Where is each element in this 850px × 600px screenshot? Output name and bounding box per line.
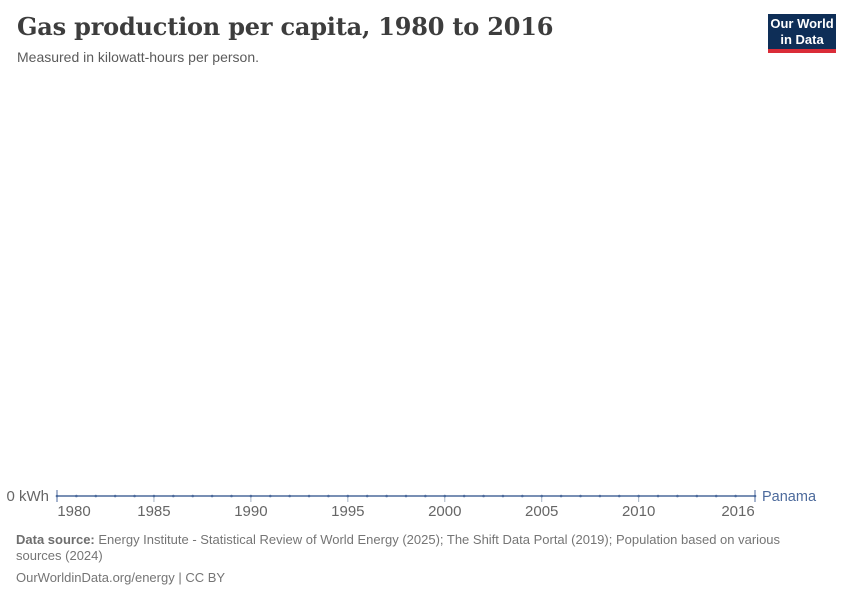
data-point <box>540 494 544 498</box>
data-point <box>656 494 660 498</box>
data-point <box>113 494 117 498</box>
chart-title: Gas production per capita, 1980 to 2016 <box>17 12 554 41</box>
data-source-label: Data source: <box>16 532 95 547</box>
x-tick-label: 2005 <box>525 503 558 520</box>
data-point <box>753 494 757 498</box>
data-point <box>346 494 350 498</box>
data-point <box>172 494 175 498</box>
data-point <box>385 494 388 498</box>
owid-logo: Our World in Data <box>768 14 836 53</box>
data-point <box>637 494 640 498</box>
data-point <box>404 494 408 498</box>
chart-subtitle: Measured in kilowatt-hours per person. <box>17 49 260 65</box>
data-source-text: Energy Institute - Statistical Review of… <box>16 532 781 563</box>
data-point <box>617 494 621 498</box>
entity-label: Panama <box>762 489 817 505</box>
data-point <box>365 494 369 498</box>
data-point <box>152 494 156 498</box>
owid-logo-line1: Our World <box>770 15 834 31</box>
data-point <box>734 494 737 498</box>
chart-footer: Data source: Energy Institute - Statisti… <box>16 532 820 586</box>
chart-header: Gas production per capita, 1980 to 2016 … <box>17 12 553 66</box>
x-tick-label: 1980 <box>57 503 90 520</box>
attribution: OurWorldinData.org/energy | CC BY <box>16 570 226 586</box>
x-tick-label: 1995 <box>331 503 364 520</box>
data-point <box>327 494 330 498</box>
x-tick-label: 2016 <box>721 503 754 520</box>
data-point <box>501 494 505 498</box>
x-tick-label: 1990 <box>234 503 267 520</box>
data-point <box>559 494 563 498</box>
data-point <box>55 494 59 498</box>
data-point <box>424 494 427 498</box>
data-point <box>443 494 447 498</box>
data-point <box>462 494 466 498</box>
data-point <box>579 494 582 498</box>
data-source-note: Data source: Energy Institute - Statisti… <box>16 532 820 563</box>
data-point <box>94 494 98 498</box>
data-point <box>714 494 718 498</box>
y-axis-label: 0 kWh <box>6 488 49 505</box>
x-tick-label: 2000 <box>428 503 461 520</box>
x-tick-label: 1985 <box>137 503 170 520</box>
data-point <box>191 494 195 498</box>
data-point <box>307 494 311 498</box>
owid-logo-line2: in Data <box>780 31 824 47</box>
data-point <box>210 494 214 498</box>
x-tick-label: 2010 <box>622 503 655 520</box>
data-point <box>695 494 699 498</box>
data-point <box>521 494 524 498</box>
data-point <box>288 494 291 498</box>
data-point <box>75 494 78 498</box>
data-point <box>230 494 233 498</box>
data-point <box>249 494 253 498</box>
data-point <box>133 494 136 498</box>
data-point <box>676 494 679 498</box>
data-point <box>482 494 485 498</box>
data-point <box>268 494 272 498</box>
data-point <box>598 494 602 498</box>
